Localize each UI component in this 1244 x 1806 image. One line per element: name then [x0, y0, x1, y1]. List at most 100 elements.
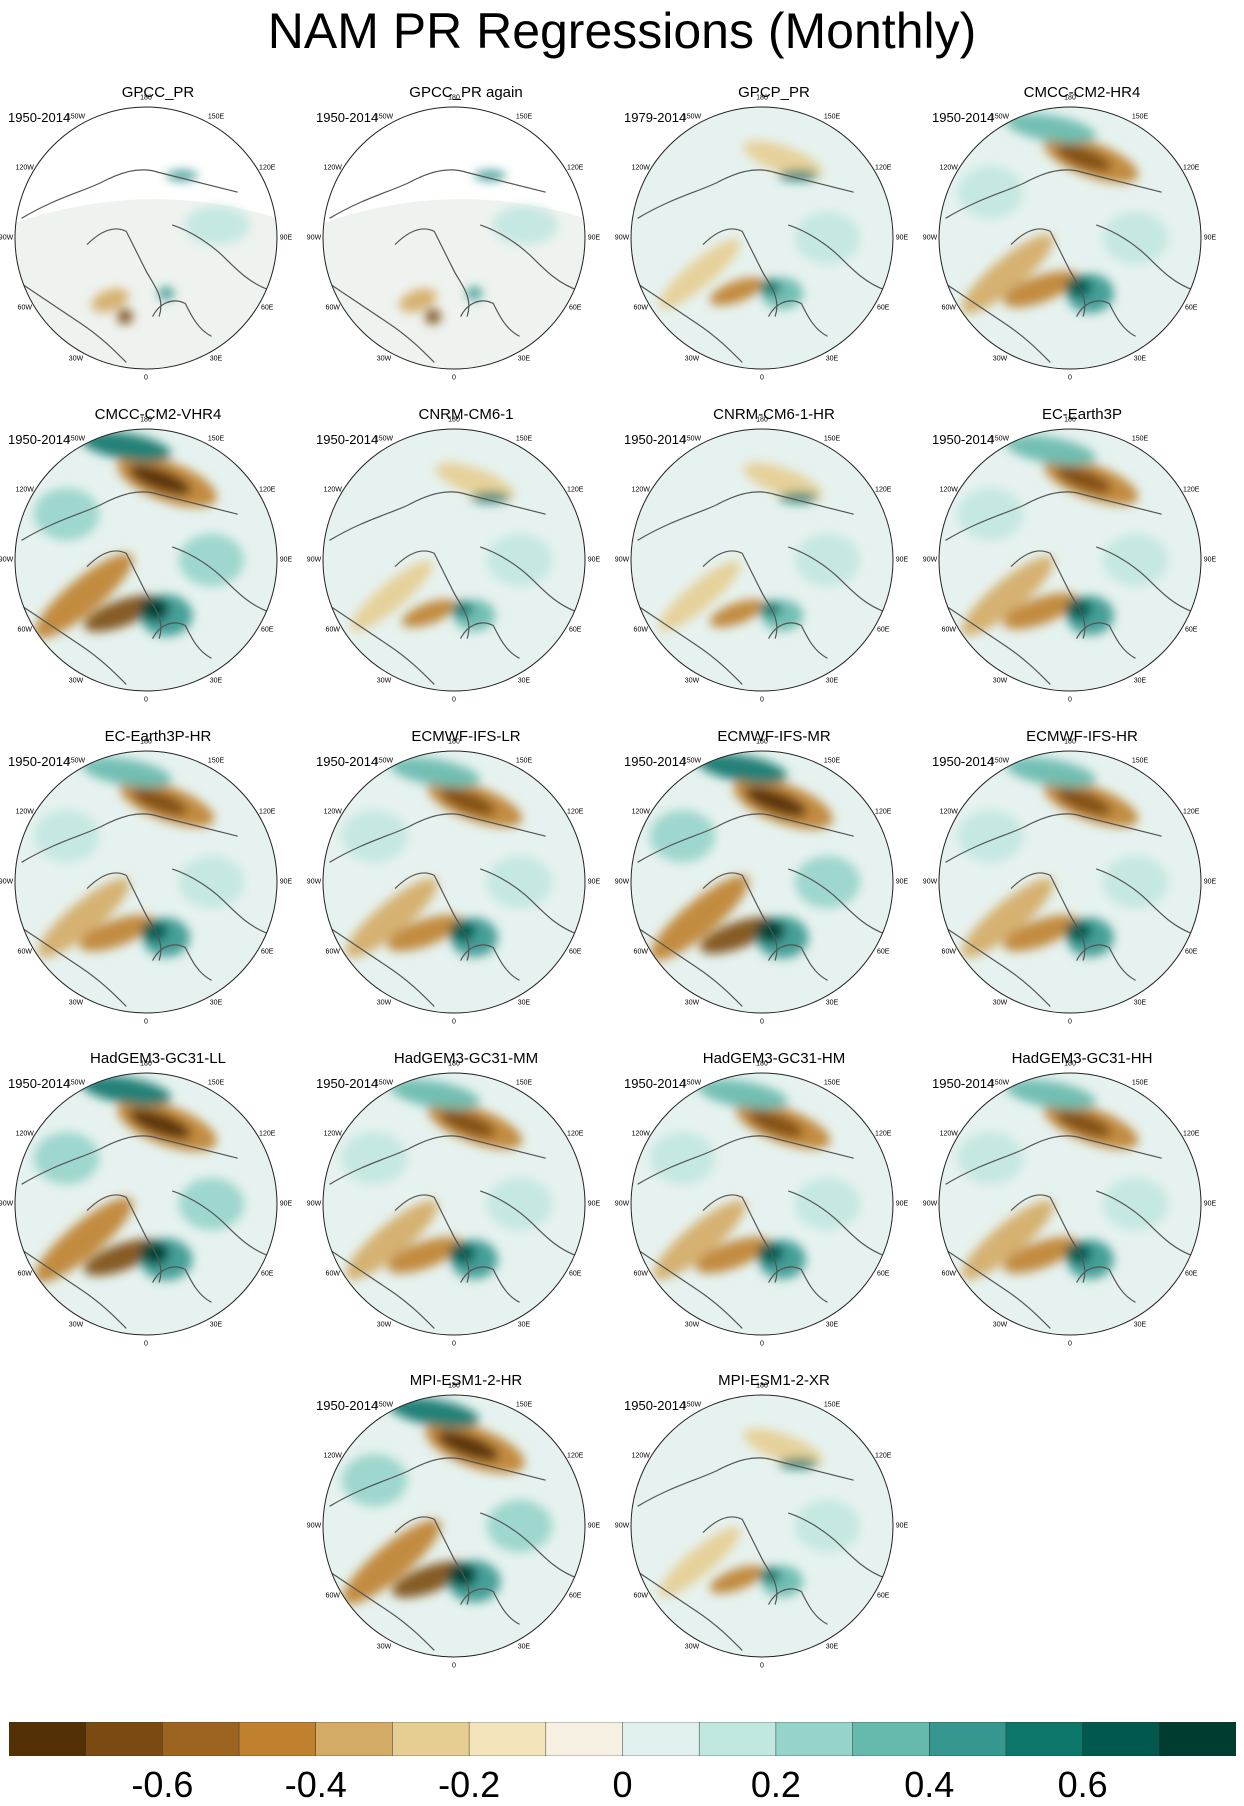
anomaly-region: [1102, 533, 1169, 587]
coastline: [702, 550, 778, 639]
anomaly-region: [132, 788, 188, 816]
polar-map: [322, 106, 586, 370]
coastline: [329, 169, 546, 219]
anomaly-region: [760, 1567, 782, 1583]
anomaly-region: [389, 757, 480, 788]
map-border: [14, 106, 278, 370]
map-panel: GPCC_PR 1950-2014 180 150E 120E 90E 60E 30E 0 30W…: [0, 84, 308, 404]
coastline: [329, 813, 546, 863]
longitude-tick: 180: [448, 416, 460, 424]
coastline: [768, 300, 828, 337]
longitude-tick: 30W: [376, 1321, 392, 1329]
anomaly-region: [388, 1397, 480, 1428]
longitude-tick: 180: [756, 1060, 768, 1068]
coastline: [945, 169, 1162, 219]
coastline: [21, 491, 238, 541]
longitude-tick: 120W: [323, 486, 342, 494]
longitude-tick: 30W: [376, 677, 392, 685]
coastline: [329, 1571, 435, 1651]
colorbar-segment: [545, 1722, 624, 1756]
longitude-tick: 0: [1068, 1018, 1072, 1026]
longitude-tick: 150E: [823, 435, 841, 443]
anomaly-region: [961, 878, 1054, 958]
map-panel: HadGEM3-GC31-HH 1950-2014 180 150E 120E 90E 60…: [923, 1050, 1232, 1370]
panel-title: HadGEM3-GC31-MM: [393, 1050, 539, 1067]
longitude-tick: 60W: [17, 626, 32, 634]
anomaly-region: [486, 1177, 553, 1231]
anomaly-region: [486, 1499, 553, 1553]
polar-map: [322, 1394, 586, 1658]
map-border: [322, 1072, 586, 1336]
longitude-tick: 0: [1068, 1340, 1072, 1348]
longitude-tick: 0: [760, 696, 764, 704]
colorbar-tick-label: -0.6: [131, 1764, 194, 1805]
longitude-tick: 150W: [990, 435, 1010, 443]
anomaly-region: [1005, 435, 1096, 466]
anomaly-region: [748, 1110, 804, 1138]
coastline: [637, 1249, 743, 1329]
anomaly-region: [709, 1565, 765, 1594]
anomaly-region: [425, 308, 441, 325]
coastline: [768, 944, 828, 981]
panel-years: 1950-2014: [932, 110, 995, 125]
longitude-tick: 0: [760, 1340, 764, 1348]
longitude-tick: 30W: [68, 677, 84, 685]
longitude-tick: 180: [140, 416, 152, 424]
longitude-tick: 180: [1064, 416, 1076, 424]
longitude-tick: 90E: [279, 234, 293, 242]
map-border: [938, 106, 1202, 370]
longitude-tick: 90E: [1203, 556, 1217, 564]
coastline: [702, 872, 778, 961]
longitude-tick: 30W: [684, 677, 700, 685]
anomaly-region: [957, 809, 1024, 863]
coastline: [637, 1135, 854, 1185]
longitude-tick: 120W: [323, 808, 342, 816]
anomaly-region: [961, 556, 1054, 636]
map-panel: MPI-ESM1-2-XR 1950-2014 180 150E 120E 90E 60E 3…: [615, 1372, 924, 1692]
longitude-tick: 30E: [209, 355, 223, 363]
longitude-tick: 120E: [875, 1130, 892, 1138]
map-panel: GPCC_PR again 1950-2014 180 150E 120E 90E 60E 3…: [307, 84, 616, 404]
longitude-tick: 150E: [207, 113, 225, 121]
panel-title: GPCC_PR: [121, 84, 195, 101]
anomaly-region: [91, 288, 129, 313]
anomaly-region: [760, 279, 782, 295]
longitude-tick: 90W: [0, 556, 14, 564]
coastline: [1076, 300, 1136, 337]
longitude-tick: 30E: [1133, 677, 1147, 685]
longitude-tick: 60W: [633, 1270, 648, 1278]
anomaly-region: [81, 757, 172, 788]
coastline: [1010, 228, 1086, 317]
anomaly-region: [129, 465, 192, 495]
coastline: [637, 1571, 743, 1651]
coastline: [1010, 1194, 1086, 1283]
panel-years: 1950-2014: [932, 1076, 995, 1091]
longitude-tick: 30W: [68, 1321, 84, 1329]
anomaly-region: [341, 1131, 408, 1185]
anomaly-region: [696, 753, 788, 784]
longitude-tick: 90W: [0, 234, 14, 242]
anomaly-region: [440, 788, 496, 816]
longitude-tick: 60W: [325, 1592, 340, 1600]
coastline: [329, 927, 435, 1007]
panel-years: 1950-2014: [8, 754, 71, 769]
longitude-tick: 0: [760, 374, 764, 382]
longitude-tick: 90E: [1203, 878, 1217, 886]
coastline: [945, 491, 1162, 541]
coastline: [945, 927, 1051, 1007]
coastline: [86, 550, 162, 639]
longitude-tick: 150W: [990, 757, 1010, 765]
anomaly-region: [743, 140, 823, 179]
coastline: [637, 169, 854, 219]
panel-title: MPI-ESM1-2-HR: [409, 1372, 523, 1389]
anomaly-region: [1065, 1242, 1092, 1264]
longitude-tick: 120W: [939, 164, 958, 172]
map-panel: CNRM-CM6-1 1950-2014 180 150E 120E 90E 60E 30E 0…: [307, 406, 616, 726]
anomaly-region: [1102, 211, 1169, 265]
longitude-tick: 60W: [941, 1270, 956, 1278]
longitude-tick: 60W: [941, 626, 956, 634]
longitude-tick: 120E: [567, 1452, 584, 1460]
coastline: [768, 1588, 828, 1625]
coastline: [637, 283, 743, 363]
longitude-tick: 90W: [614, 556, 630, 564]
